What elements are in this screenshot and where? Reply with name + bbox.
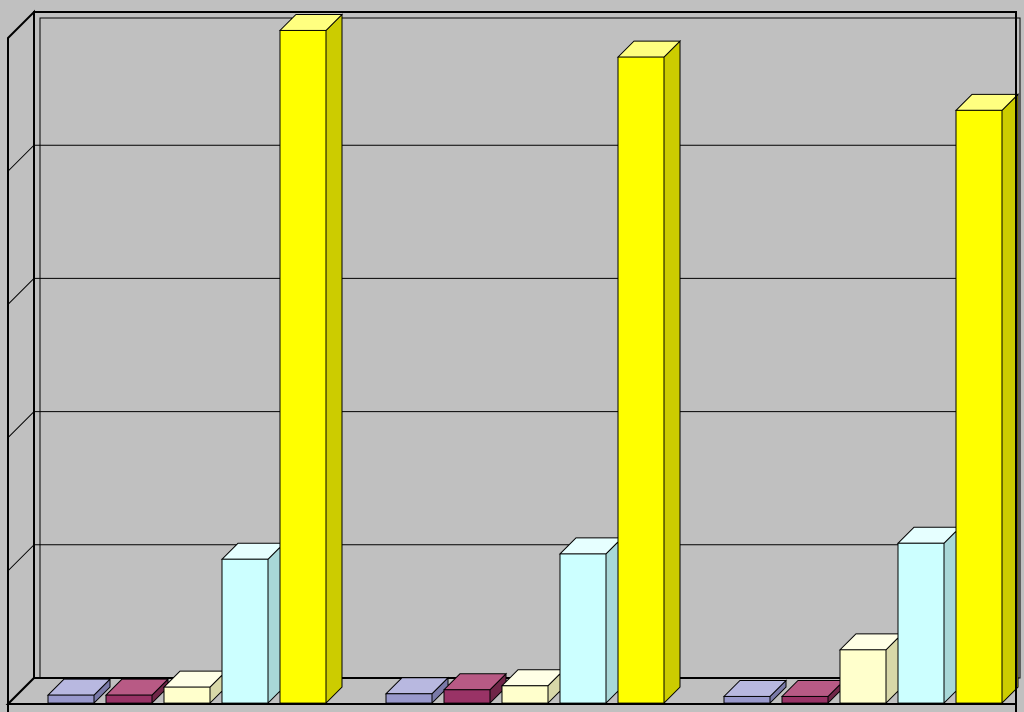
chart-canvas: [0, 0, 1024, 712]
bar-chart-3d: [0, 0, 1024, 712]
